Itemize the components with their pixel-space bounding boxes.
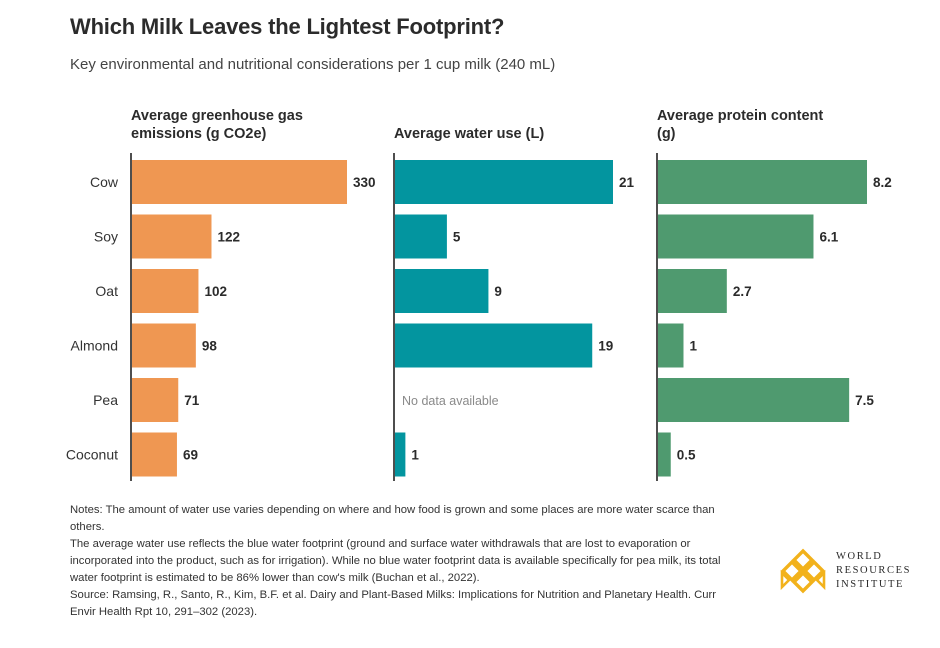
bar-protein-coconut: [658, 432, 671, 477]
bar-emissions-coconut: [132, 432, 177, 477]
category-label-oat: Oat: [95, 283, 118, 299]
category-label-pea: Pea: [93, 392, 118, 408]
value-label-emissions-oat: 102: [204, 284, 227, 299]
value-label-emissions-coconut: 69: [183, 448, 198, 463]
no-data-label-pea: No data available: [402, 394, 499, 408]
bar-protein-almond: [658, 323, 684, 368]
panel-title-water: Average water use (L): [394, 126, 544, 142]
category-label-soy: Soy: [94, 229, 118, 245]
value-label-protein-oat: 2.7: [733, 284, 752, 299]
bar-emissions-cow: [132, 160, 347, 204]
bar-water-soy: [395, 214, 447, 259]
logo-line-3: INSTITUTE: [836, 579, 905, 590]
bar-water-coconut: [395, 432, 406, 477]
category-label-almond: Almond: [71, 338, 118, 354]
value-label-emissions-soy: 122: [217, 230, 240, 245]
value-label-water-coconut: 1: [411, 448, 419, 463]
value-label-emissions-cow: 330: [353, 175, 376, 190]
value-label-protein-pea: 7.5: [855, 393, 874, 408]
value-label-water-cow: 21: [619, 175, 635, 190]
logo-line-2: RESOURCES: [836, 565, 912, 576]
value-label-protein-cow: 8.2: [873, 175, 892, 190]
value-label-protein-almond: 1: [689, 339, 697, 354]
bar-emissions-oat: [132, 269, 199, 313]
panel-title-protein: Average protein content (g): [657, 108, 823, 142]
notes-water-variation: Notes: The amount of water use varies de…: [70, 504, 715, 533]
bar-water-oat: [395, 269, 489, 313]
bar-emissions-almond: [132, 323, 196, 368]
bar-water-cow: [395, 160, 613, 204]
bar-protein-pea: [658, 378, 850, 422]
wri-logo-icon: [780, 548, 826, 594]
bar-protein-oat: [658, 269, 727, 313]
category-label-coconut: Coconut: [66, 447, 118, 463]
value-label-water-soy: 5: [453, 230, 461, 245]
value-label-protein-soy: 6.1: [819, 230, 838, 245]
logo-line-1: WORLD: [836, 551, 883, 562]
value-label-protein-coconut: 0.5: [677, 448, 696, 463]
bar-chart-panels: Cow Soy Oat Almond Pea Coconut Average greenho…: [66, 108, 892, 481]
panel-title-emissions: Average greenhouse gas emissions (g CO2e): [131, 108, 303, 142]
chart-title: Which Milk Leaves the Lightest Footprint…: [70, 14, 505, 39]
bar-protein-soy: [658, 214, 814, 259]
notes-source: Source: Ramsing, R., Santo, R., Kim, B.F…: [70, 589, 717, 618]
category-label-cow: Cow: [90, 174, 119, 190]
chart-subtitle: Key environmental and nutritional consid…: [70, 56, 556, 73]
value-label-water-oat: 9: [494, 284, 502, 299]
bar-protein-cow: [658, 160, 867, 204]
wri-logo-text: WORLD RESOURCES INSTITUTE: [836, 550, 911, 592]
bar-water-almond: [395, 323, 593, 368]
bar-emissions-pea: [132, 378, 179, 422]
wri-logo: WORLD RESOURCES INSTITUTE: [776, 548, 926, 598]
value-label-emissions-pea: 71: [184, 393, 200, 408]
notes-blue-water: The average water use reflects the blue …: [70, 538, 721, 584]
bar-emissions-soy: [132, 214, 212, 259]
notes-section: Notes: The amount of water use varies de…: [70, 502, 735, 621]
value-label-emissions-almond: 98: [202, 339, 218, 354]
value-label-water-almond: 19: [598, 339, 613, 354]
